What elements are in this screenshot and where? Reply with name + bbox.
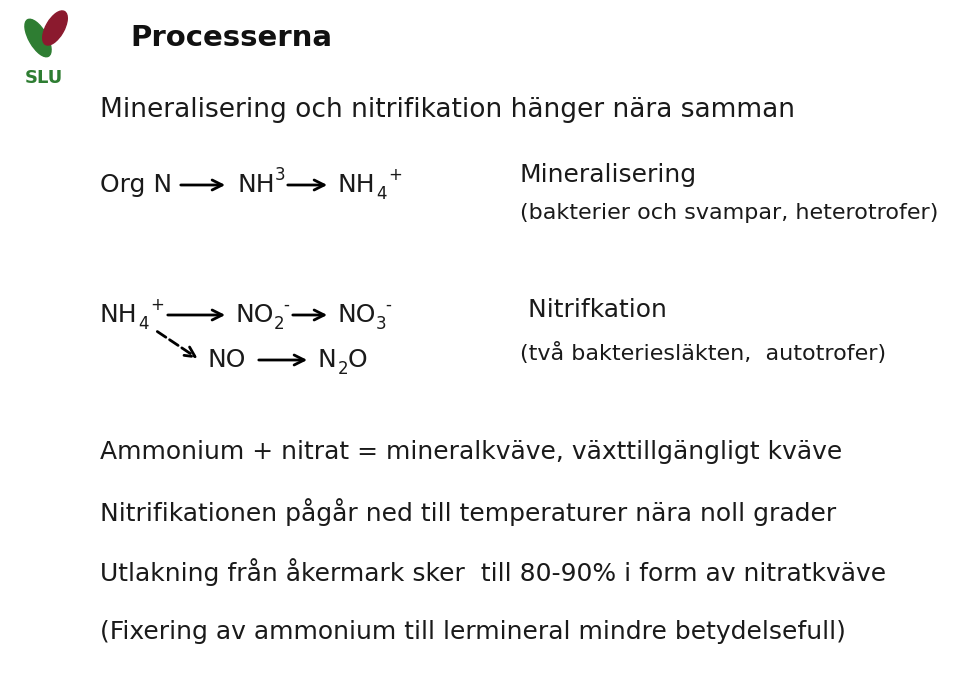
Text: Mineralisering: Mineralisering (520, 163, 697, 187)
Text: NO: NO (236, 303, 275, 327)
Text: Utlakning från åkermark sker  till 80-90% i form av nitratkväve: Utlakning från åkermark sker till 80-90%… (100, 558, 886, 586)
Text: Nitrifikationen pågår ned till temperaturer nära noll grader: Nitrifikationen pågår ned till temperatu… (100, 498, 836, 526)
Text: NH: NH (338, 173, 375, 197)
Text: O: O (348, 348, 368, 372)
Text: Nitrifkation: Nitrifkation (520, 298, 667, 322)
Text: 3: 3 (275, 166, 286, 184)
Text: Mineralisering och nitrifikation hänger nära samman: Mineralisering och nitrifikation hänger … (100, 97, 795, 123)
Text: +: + (388, 166, 402, 184)
Text: Org N: Org N (100, 173, 172, 197)
Text: Ammonium + nitrat = mineralkväve, växttillgängligt kväve: Ammonium + nitrat = mineralkväve, växtti… (100, 440, 842, 464)
Text: (bakterier och svampar, heterotrofer): (bakterier och svampar, heterotrofer) (520, 203, 938, 223)
Text: +: + (150, 296, 164, 314)
Text: -: - (385, 296, 391, 314)
Text: -: - (283, 296, 289, 314)
Text: 4: 4 (376, 185, 387, 203)
Text: NH: NH (100, 303, 137, 327)
Text: NO: NO (208, 348, 247, 372)
Text: SLU: SLU (25, 69, 63, 87)
Text: 3: 3 (376, 315, 387, 333)
Ellipse shape (42, 11, 67, 45)
Text: 4: 4 (138, 315, 149, 333)
Text: Processerna: Processerna (130, 24, 332, 52)
Text: 2: 2 (274, 315, 284, 333)
Text: NH: NH (237, 173, 275, 197)
Text: 2: 2 (338, 360, 348, 378)
Ellipse shape (25, 20, 51, 57)
Text: NO: NO (338, 303, 376, 327)
Text: N: N (318, 348, 337, 372)
Text: (Fixering av ammonium till lermineral mindre betydelsefull): (Fixering av ammonium till lermineral mi… (100, 620, 846, 644)
Text: (två bakteriesläkten,  autotrofer): (två bakteriesläkten, autotrofer) (520, 342, 886, 364)
